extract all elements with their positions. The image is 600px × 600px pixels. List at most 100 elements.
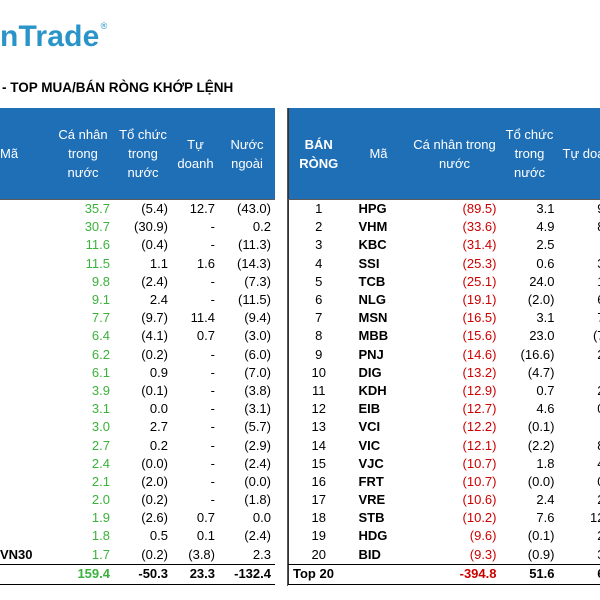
stock-code: [0, 473, 52, 491]
stock-code: [0, 455, 52, 473]
table-row: 11.5 1.1 1.6 (14.3): [0, 255, 275, 273]
rank-number: 7: [315, 310, 323, 326]
proprietary-value: 2: [559, 382, 600, 400]
stock-code: FRT: [358, 473, 384, 489]
table-row: 5 TCB (25.1) 24.01: [289, 273, 600, 291]
foreign-value: (6.0): [244, 346, 271, 362]
institutional-value: (2.2): [527, 437, 555, 453]
institutional-value: 2.7: [149, 419, 168, 435]
institutional-value: 3.1: [536, 201, 555, 217]
table-row: 3 KBC (31.4) 2.5: [289, 236, 600, 254]
institutional-value: (0.1): [141, 382, 168, 398]
header-institutional: Tổ chức trong nước: [114, 108, 172, 200]
foreign-value: (2.9): [244, 437, 271, 453]
institutional-value: 4.6: [536, 401, 555, 417]
proprietary-value: -: [210, 364, 215, 380]
rank-number: 13: [311, 419, 326, 435]
proprietary-value: -: [210, 437, 215, 453]
institutional-value: 0.2: [149, 437, 168, 453]
proprietary-value: -: [210, 273, 215, 289]
rank-number: 10: [311, 364, 326, 380]
header-proprietary: Tự doanh: [172, 108, 219, 200]
retail-value: (12.9): [462, 382, 497, 398]
table-row: 11 KDH (12.9) 0.72: [289, 382, 600, 400]
table-row: 2 VHM (33.6) 4.98: [289, 218, 600, 236]
retail-value: (31.4): [462, 237, 497, 253]
stock-code: MSN: [358, 310, 388, 326]
total-proprietary: 23.3: [172, 563, 219, 585]
total-foreign: -132.4: [219, 563, 275, 585]
stock-code: DIG: [358, 364, 382, 380]
institutional-value: (0.4): [141, 237, 168, 253]
header-institutional: Tổ chức trong nước: [500, 108, 559, 200]
stock-code: VN30: [0, 546, 33, 562]
stock-code: [0, 491, 52, 509]
table-row: 1 HPG (89.5) 3.19: [289, 200, 600, 219]
retail-value: 30.7: [84, 219, 110, 235]
stock-code: [0, 327, 52, 345]
proprietary-value: 3: [559, 546, 600, 565]
retail-value: 9.8: [91, 273, 110, 289]
total-retail: 159.4: [52, 563, 114, 585]
proprietary-value: 1.6: [196, 255, 215, 271]
proprietary-value: 0: [559, 473, 600, 491]
proprietary-value: 0.1: [196, 528, 215, 544]
retail-value: 2.0: [91, 492, 110, 508]
table-row: 12 EIB (12.7) 4.60: [289, 400, 600, 418]
header-code: Mã: [348, 108, 409, 200]
institutional-value: (0.2): [141, 546, 168, 562]
net-sell-table: BÁN RÒNG Mã Cá nhân trong nước Tổ chức t…: [288, 108, 600, 585]
institutional-value: 1.8: [536, 455, 555, 471]
header-retail: Cá nhân trong nước: [408, 108, 501, 200]
proprietary-value: (7: [592, 328, 600, 344]
table-row: 16 FRT (10.7) (0.0)0: [289, 473, 600, 491]
stock-code: HPG: [358, 201, 387, 217]
table-row: 2.4 (0.0) - (2.4): [0, 455, 275, 473]
institutional-value: (2.6): [141, 510, 168, 526]
table-row: 1.8 0.5 0.1 (2.4): [0, 527, 275, 545]
stock-code: [0, 309, 52, 327]
table-row: 8 MBB (15.6) 23.0 (7: [289, 327, 600, 345]
institutional-value: 2.5: [536, 237, 555, 253]
stock-code: [0, 218, 52, 236]
institutional-value: (2.0): [527, 292, 555, 308]
foreign-value: (7.3): [244, 273, 271, 289]
foreign-value: 0.2: [252, 219, 271, 235]
foreign-value: (11.3): [238, 237, 271, 253]
table-row: 6.1 0.9 - (7.0): [0, 364, 275, 382]
proprietary-value: -: [210, 455, 215, 471]
retail-value: (10.7): [462, 455, 497, 471]
proprietary-value: -: [210, 219, 215, 235]
institutional-value: 24.0: [529, 273, 555, 289]
net-sell-header-row: BÁN RÒNG Mã Cá nhân trong nước Tổ chức t…: [288, 108, 600, 200]
proprietary-value: 9: [559, 200, 600, 219]
retail-value: 11.6: [85, 237, 110, 253]
foreign-value: (1.8): [244, 492, 271, 508]
institutional-value: (4.1): [141, 328, 168, 344]
stock-code: NLG: [358, 292, 386, 308]
table-row: 4 SSI (25.3) 0.63: [289, 255, 600, 273]
header-proprietary: Tự doanh: [558, 108, 600, 200]
retail-value: (25.3): [462, 255, 497, 271]
table-row: 6.2 (0.2) - (6.0): [0, 346, 275, 364]
table-row: 30.7 (30.9) - 0.2: [0, 218, 275, 236]
proprietary-value: (3.8): [188, 546, 215, 562]
proprietary-value: 3: [559, 255, 600, 273]
proprietary-value: 2: [559, 527, 600, 545]
retail-value: 6.4: [91, 328, 110, 344]
retail-value: 11.5: [85, 255, 110, 271]
proprietary-value: 4: [559, 455, 600, 473]
table-row: 9 PNJ (14.6) (16.6)2: [289, 346, 600, 364]
stock-code: KDH: [358, 382, 387, 398]
rank-number: 1: [315, 201, 323, 217]
retail-value: 2.7: [91, 437, 110, 453]
table-row: 1.9 (2.6) 0.7 0.0: [0, 509, 275, 527]
retail-value: (10.6): [462, 492, 497, 508]
stock-code: MBB: [358, 328, 389, 344]
proprietary-value: -: [210, 401, 215, 417]
table-row: 18 STB (10.2) 7.6 12: [289, 509, 600, 527]
institutional-value: 2.4: [149, 292, 168, 308]
proprietary-value: -: [210, 419, 215, 435]
retail-value: 7.7: [91, 310, 110, 326]
